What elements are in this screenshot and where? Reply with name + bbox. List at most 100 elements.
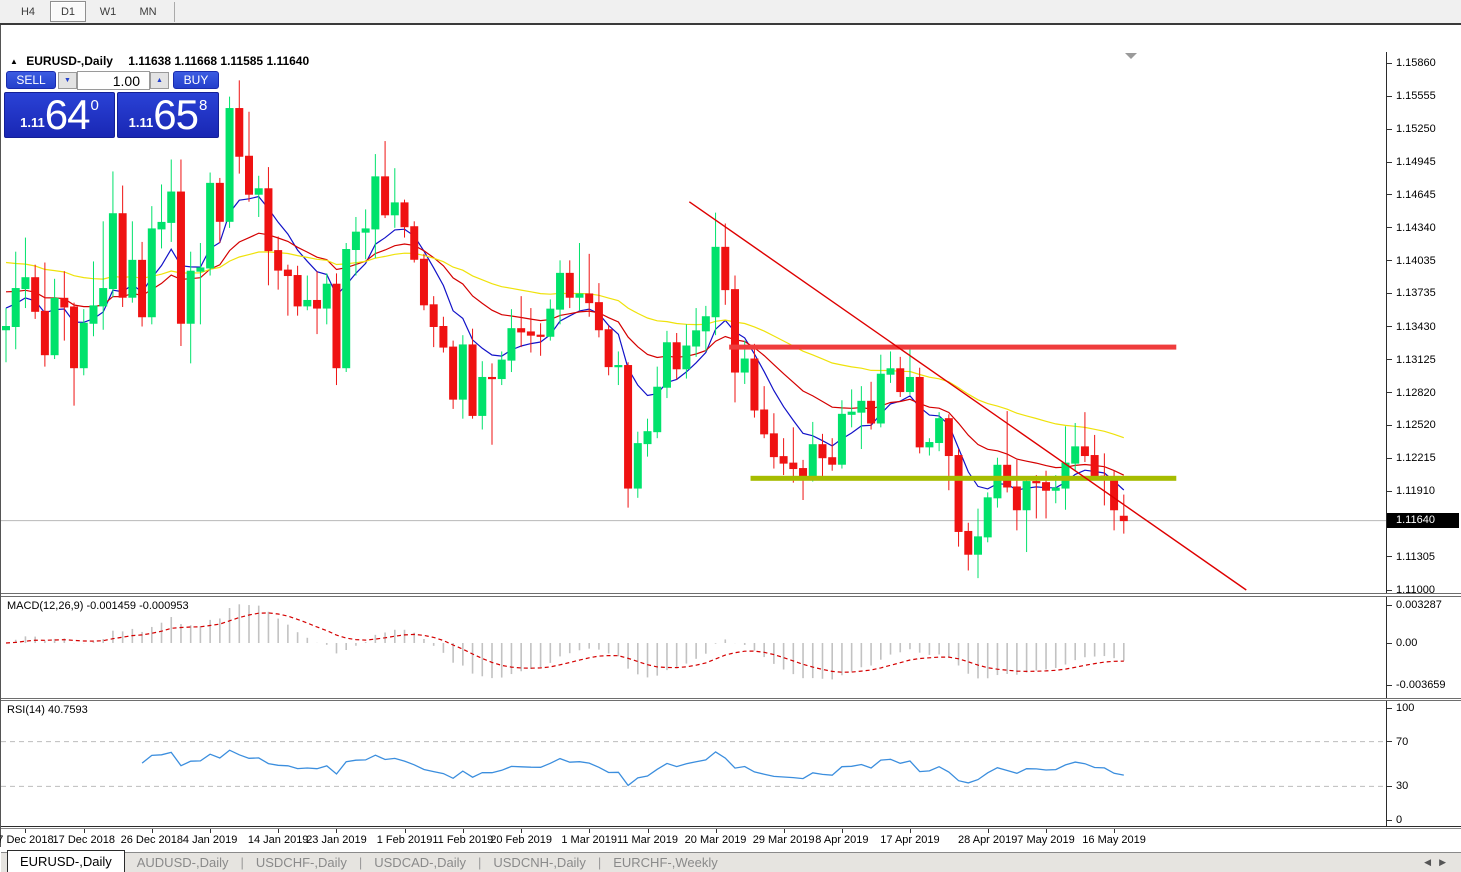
date-label: 26 Dec 2018 — [120, 834, 183, 846]
scale-macd-tick: 0.003287 — [1387, 599, 1442, 611]
trendline[interactable] — [688, 201, 1247, 591]
tab-usdcad-daily[interactable]: USDCAD-,Daily — [374, 855, 466, 870]
volume-increase-button[interactable]: ▲ — [150, 72, 169, 89]
sell-button[interactable]: SELL — [6, 71, 56, 89]
candle-body — [60, 297, 69, 308]
volume-input[interactable] — [77, 71, 150, 90]
chart-shift-marker-icon[interactable] — [1125, 53, 1137, 59]
date-label: 28 Apr 2019 — [958, 834, 1018, 846]
buy-price-box[interactable]: 1.11 65 8 — [117, 92, 219, 138]
scale-main-tick: 1.13430 — [1387, 321, 1436, 333]
support-line[interactable] — [750, 475, 1177, 481]
candle-body — [935, 418, 944, 444]
tick-dash — [1387, 424, 1392, 426]
candle-body — [818, 444, 827, 459]
candle-body — [750, 358, 759, 411]
candle-body — [361, 228, 370, 233]
tick-dash — [1387, 604, 1392, 606]
rsi-name: RSI(14) — [7, 704, 45, 716]
timeframe-buttons: H4 D1 W1 MN — [0, 1, 168, 22]
tick-dash — [1387, 457, 1392, 459]
scale-label: 1.11910 — [1396, 485, 1435, 498]
date-tick — [404, 829, 406, 833]
scale-label: 30 — [1396, 780, 1409, 793]
tick-dash — [1387, 707, 1392, 709]
collapse-arrow-icon[interactable]: ▲ — [10, 57, 18, 66]
tick-dash — [1387, 741, 1392, 743]
candle-body — [50, 297, 59, 356]
tick-dash — [1387, 227, 1392, 229]
candle-body — [1061, 462, 1070, 489]
candle-body — [905, 376, 914, 393]
rsi-plot[interactable] — [1, 701, 1387, 826]
date-tick — [210, 829, 212, 833]
candle-body — [1042, 482, 1051, 491]
candle-body — [342, 249, 351, 369]
tab-scroll-right-icon[interactable]: ▶ — [1439, 857, 1454, 867]
volume-decrease-button[interactable]: ▼ — [58, 72, 77, 89]
candle-body — [526, 331, 535, 336]
tab-scroll-arrows[interactable]: ◀▶ — [1424, 857, 1454, 868]
date-tick — [83, 829, 85, 833]
candle-body — [692, 330, 701, 347]
scale-main-tick: 1.14340 — [1387, 222, 1436, 234]
tab-audusd-daily[interactable]: AUDUSD-,Daily — [136, 855, 229, 870]
candle-body — [974, 536, 982, 555]
date-tick — [1046, 829, 1048, 833]
timeframe-button-w1[interactable]: W1 — [99, 5, 117, 18]
scale-rsi-tick: 0 — [1387, 814, 1402, 826]
date-tick — [647, 829, 649, 833]
candle-body — [40, 310, 49, 356]
date-axis[interactable]: 7 Dec 2018 17 Dec 2018 26 Dec 2018 4 Jan 20… — [0, 829, 1461, 852]
date-tick — [462, 829, 464, 833]
candle-body — [497, 359, 506, 380]
tick-dash — [1387, 785, 1392, 787]
candle-body — [1119, 515, 1128, 522]
tab-scroll-left-icon[interactable]: ◀ — [1424, 857, 1440, 867]
candle-body — [264, 188, 273, 252]
candle-body — [925, 442, 934, 448]
date-label: 8 Apr 2019 — [815, 834, 869, 846]
resistance-line[interactable] — [729, 344, 1177, 350]
timeframe-button-h4[interactable]: H4 — [20, 5, 36, 18]
candle-body — [857, 400, 866, 413]
candle-body — [575, 293, 584, 298]
timeframe-button-d1[interactable]: D1 — [50, 1, 86, 22]
candle-body — [351, 231, 360, 251]
main-chart-plot[interactable] — [1, 52, 1387, 593]
tab-eurusd-daily[interactable]: EURUSD-,Daily — [7, 850, 125, 872]
chart-symbol-label: EURUSD-,Daily — [26, 54, 113, 68]
timeframe-button-mn[interactable]: MN — [139, 5, 157, 18]
sell-price-box[interactable]: 1.11 64 0 — [4, 92, 115, 138]
tab-usdchf-daily[interactable]: USDCHF-,Daily — [255, 855, 347, 870]
date-label: 29 Mar 2019 — [752, 834, 815, 846]
buy-button[interactable]: BUY — [173, 71, 219, 89]
date-label: 20 Mar 2019 — [684, 834, 747, 846]
candle-body — [108, 213, 117, 290]
macd-rsi-splitter[interactable] — [1, 698, 1461, 701]
chart-tab-bar: EURUSD-,Daily AUDUSD-,Daily | USDCHF-,Daily… — [1, 850, 1461, 872]
candle-body — [245, 155, 253, 195]
scale-main-tick: 1.13125 — [1387, 354, 1436, 366]
sell-price-sup: 0 — [90, 97, 99, 114]
candle-body — [964, 530, 973, 555]
scale-main-tick: 1.15555 — [1387, 90, 1436, 102]
scale-label: 1.12215 — [1396, 452, 1436, 465]
tab-usdcnh-daily[interactable]: USDCNH-,Daily — [493, 855, 586, 870]
date-label: 1 Feb 2019 — [376, 834, 433, 846]
candle-body — [769, 433, 778, 458]
main-macd-splitter[interactable] — [1, 593, 1461, 597]
date-tick — [841, 829, 843, 833]
scale-main-tick: 1.11305 — [1387, 551, 1435, 563]
tab-eurchf-weekly[interactable]: EURCHF-,Weekly — [613, 855, 718, 870]
candle-body — [701, 316, 710, 332]
scale-main-tick: 1.15860 — [1387, 57, 1436, 69]
date-label: 17 Apr 2019 — [880, 834, 940, 846]
tick-dash — [1387, 392, 1392, 394]
candle-body — [896, 368, 905, 393]
candle-body — [614, 365, 623, 368]
scale-label: 1.13430 — [1396, 320, 1436, 333]
candle-body — [536, 334, 545, 337]
scale-label: 1.13125 — [1396, 353, 1436, 366]
macd-plot[interactable] — [1, 597, 1387, 698]
